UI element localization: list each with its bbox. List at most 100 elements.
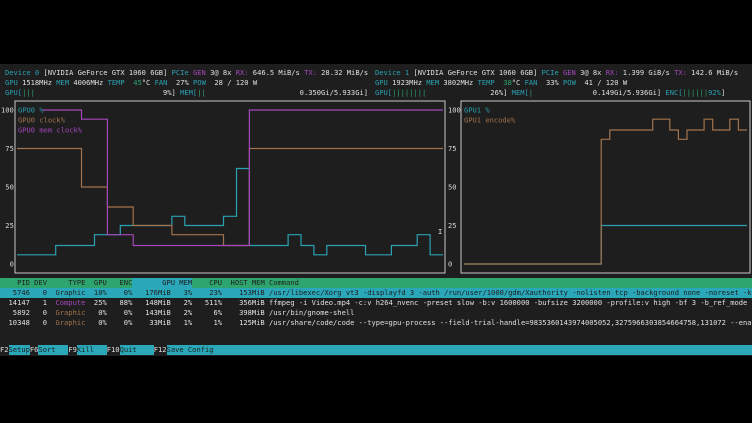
device-0-clock-line: GPU 1518MHz MEM 4006MHz TEMP 45°C FAN 27… [5, 78, 257, 88]
cell-gmem_pct: 2% [183, 298, 193, 307]
mem-usage-bar: MEM[| 0.149Gi/5.936Gi] [512, 88, 661, 98]
power: 28 / 120 W [214, 78, 258, 87]
process-row[interactable]: 14147 1 Compute 25% 88% 148MiB 2% 511% 356MiB ffm… [0, 298, 752, 308]
text-cursor-icon: I [438, 227, 442, 236]
degree-unit: °C [511, 78, 521, 87]
gen-label: GEN [562, 68, 576, 77]
cell-gmem: 143MiB [145, 308, 171, 317]
key-f10[interactable]: F10 [106, 345, 120, 355]
pcie-label: PCIe [171, 68, 189, 77]
mem-clock: 3802MHz [443, 78, 474, 87]
device-0-usage-line: GPU[||| 9%] MEM[|| 0.350Gi/5.933Gi] [5, 88, 368, 98]
legend-entry: GPU0 mem clock% [18, 126, 83, 135]
cell-gmem_pct: 3% [183, 288, 193, 297]
rx-rate: 1.399 GiB/s [622, 68, 670, 77]
gpu-bar-label: GPU[ [5, 88, 23, 97]
y-tick-label: 100 [448, 106, 461, 115]
tx-label: TX: [304, 68, 317, 77]
gpu-clock: 1923MHz [392, 78, 422, 87]
footer-save-config-button[interactable]: Save Config [166, 345, 752, 355]
cell-cmd: /usr/libexec/Xorg vt3 -displayfd 3 -auth… [268, 288, 752, 297]
cell-hmem: 153MiB [239, 288, 265, 297]
nvtop-terminal: Device 0 [NVIDIA GeForce GTX 1060 6GB] P… [0, 64, 752, 356]
cell-enc: 0% [123, 308, 133, 317]
key-f12[interactable]: F12 [153, 345, 167, 355]
column-header-type[interactable]: TYPE [68, 278, 86, 287]
footer-setup-button[interactable]: Setup [8, 345, 30, 355]
column-header-cpu[interactable]: CPU [209, 278, 223, 287]
column-header-dev[interactable]: DEV [34, 278, 47, 287]
cell-gpu: 0% [98, 318, 107, 327]
column-header-pid[interactable]: PID [17, 278, 30, 287]
gpu-util-bar: GPU[|||||||| 26%] [375, 88, 507, 98]
rx-label: RX: [605, 68, 619, 77]
column-header-enc[interactable]: ENC [119, 278, 133, 287]
mem-usage-fill: | [528, 88, 534, 97]
footer-kill-button[interactable]: Kill [76, 345, 107, 355]
power: 41 / 120 W [584, 78, 628, 87]
cell-type: Graphic [55, 318, 86, 327]
mem-bar-label: MEM[ [511, 88, 529, 97]
cell-type: Compute [55, 298, 86, 307]
cell-gpu: 0% [98, 308, 107, 317]
cell-cmd: /usr/share/code/code --type=gpu-process … [268, 318, 752, 327]
pcie-label: PCIe [541, 68, 559, 77]
y-tick-label: 75 [448, 144, 457, 153]
enc-bar-label: ENC[ [665, 88, 683, 97]
column-header-gpu-mem[interactable]: GPU MEM [132, 278, 193, 288]
y-tick-label: 100 [1, 106, 14, 115]
pow-label: POW [193, 78, 206, 87]
cell-gmem: 176MiB [145, 288, 171, 297]
pcie-gen: 3@ 8x [210, 68, 232, 77]
y-tick-label: 0 [448, 260, 452, 269]
process-row[interactable]: 5892 0 Graphic 0% 0% 143MiB 2% 6% 398MiB/usr/bin… [0, 308, 752, 318]
fan-speed: 27% [175, 78, 189, 87]
mem-usage-fill: || [197, 88, 206, 97]
column-header-command[interactable]: Command [268, 278, 299, 287]
process-row[interactable]: 10348 0 Graphic 0% 0% 33MiB 1% 1% 125MiB/usr/sha… [0, 318, 752, 328]
footer-sort-button[interactable]: Sort [38, 345, 69, 355]
process-row[interactable]: 5746 0 Graphic 10% 0% 176MiB 3% 23% 153MiB/usr/l… [0, 288, 752, 298]
device-1-clock-line: GPU 1923MHz MEM 3802MHz TEMP 38°C FAN 33… [375, 78, 627, 88]
gpu-util-value: 9%] [163, 88, 176, 97]
process-table: PID DEV TYPE GPU ENC GPU MEM CPU HOST MEM Comman… [0, 278, 752, 355]
key-f2[interactable]: F2 [0, 345, 9, 355]
footer-quit-button[interactable]: Quit [119, 345, 154, 355]
mem-clock: 4006MHz [73, 78, 104, 87]
cell-gmem: 33MiB [149, 318, 171, 327]
mem-bar-label: MEM[ [180, 88, 198, 97]
cell-dev: 0 [42, 318, 47, 327]
mem-usage-value: 0.350Gi/5.933Gi] [299, 88, 369, 97]
cell-dev: 1 [42, 298, 47, 307]
gpu-bar-label: GPU[ [375, 88, 393, 97]
chart-0-frame [14, 100, 446, 274]
device-1-info-line: Device 1 [NVIDIA GeForce GTX 1060 6GB] P… [375, 68, 738, 78]
key-f6[interactable]: F6 [29, 345, 39, 355]
temperature: 45 [133, 78, 142, 87]
chart-1-frame [460, 100, 751, 274]
process-table-header: PID DEV TYPE GPU ENC GPU MEM CPU HOST MEM Comman… [0, 278, 752, 288]
rx-label: RX: [235, 68, 249, 77]
bracket: ] [720, 88, 726, 97]
fan-label: FAN [154, 78, 168, 87]
device-name: Device 0 [5, 68, 40, 77]
column-header-gpu[interactable]: GPU [93, 278, 107, 287]
column-header-host-mem[interactable]: HOST MEM [230, 278, 265, 287]
gpu-util-bar: GPU[||| 9%] [5, 88, 176, 98]
cell-cpu: 23% [209, 288, 222, 297]
cell-hmem: 125MiB [239, 318, 265, 327]
y-tick-label: 50 [5, 183, 14, 192]
mem-usage-value: 0.149Gi/5.936Gi] [592, 88, 662, 97]
cell-type: Graphic [55, 288, 86, 297]
cell-cmd: ffmpeg -i Video.mp4 -c:v h264_nvenc -pre… [268, 298, 748, 307]
fan-label: FAN [524, 78, 538, 87]
key-f9[interactable]: F9 [68, 345, 77, 355]
tx-rate: 28.32 MiB/s [321, 68, 369, 77]
cell-hmem: 398MiB [239, 308, 265, 317]
y-tick-label: 50 [448, 183, 457, 192]
cell-pid: 10348 [8, 318, 30, 327]
cell-dev: 0 [42, 288, 47, 297]
cell-gmem_pct: 1% [183, 318, 193, 327]
pow-label: POW [563, 78, 576, 87]
device-model: [NVIDIA GeForce GTX 1060 6GB] [413, 68, 538, 77]
